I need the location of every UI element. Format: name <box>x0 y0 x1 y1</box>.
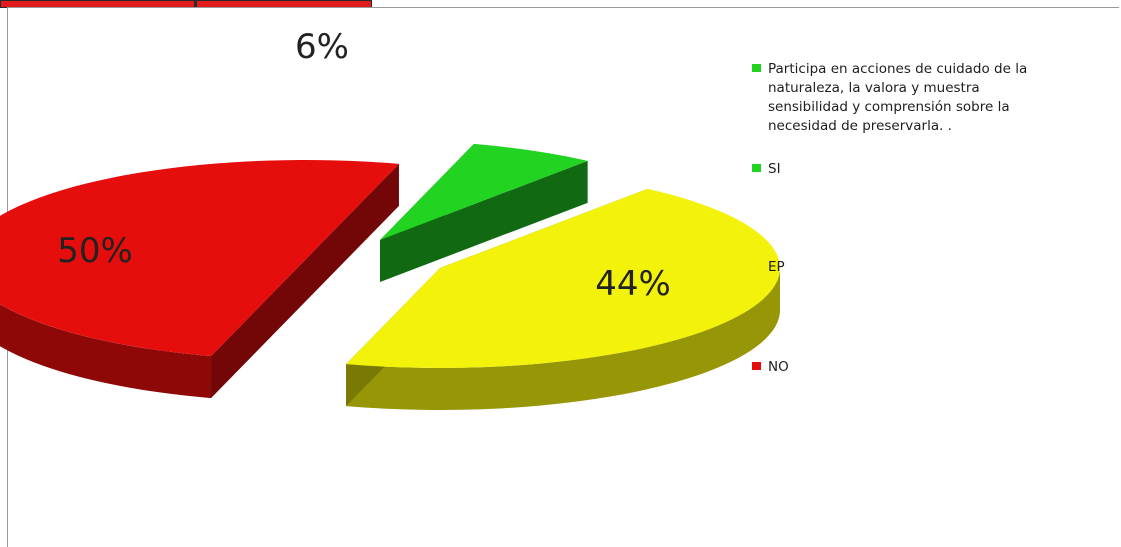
legend-title-line: necesidad de preservarla. . <box>768 118 952 134</box>
legend-label-si: SI <box>768 161 781 177</box>
data-label-no: 50% <box>57 231 133 271</box>
top-bar-divider <box>194 1 197 7</box>
legend-marker-title <box>752 64 761 72</box>
pie-slice-si <box>380 143 588 240</box>
pie-slice-ep <box>346 188 780 368</box>
legend-label-ep: EP <box>768 259 785 275</box>
pie-slice-side-no <box>0 163 399 399</box>
data-label-si: 6% <box>295 27 349 67</box>
legend-title-line: Participa en acciones de cuidado de la <box>768 61 1027 77</box>
data-label-ep: 44% <box>595 264 671 304</box>
legend-title-line: sensibilidad y comprensión sobre la <box>768 99 1010 115</box>
legend-marker-ep <box>752 262 761 270</box>
legend-marker-no <box>752 362 761 370</box>
pie-slice-no <box>0 160 399 357</box>
legend-marker-si <box>752 164 761 172</box>
legend-title-line: naturaleza, la valora y muestra <box>768 80 980 96</box>
legend-label-no: NO <box>768 359 789 375</box>
